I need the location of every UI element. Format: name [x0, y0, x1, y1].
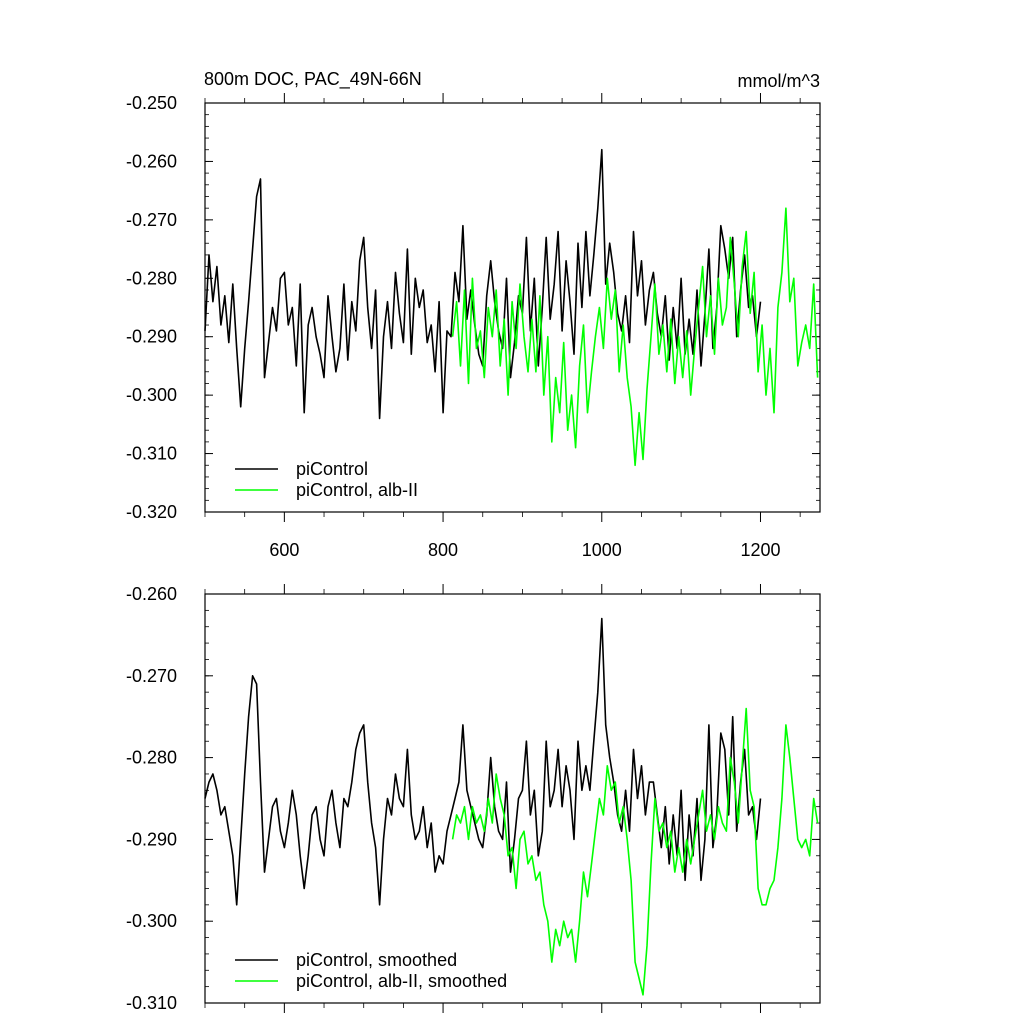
y-tick-label: -0.270: [126, 666, 177, 686]
y-tick-label: -0.300: [126, 385, 177, 405]
series-line-1: [451, 207, 819, 467]
axes-ticks: -0.250 -0.260 -0.270 -0.280 -0.290 -0.300 -0.3…: [126, 93, 820, 560]
chart-title: 800m DOC, PAC_49N-66N: [204, 69, 422, 90]
y-tick-label: -0.270: [126, 210, 177, 230]
legend-label-0: piControl: [296, 459, 368, 479]
x-tick-label: 800: [428, 540, 458, 560]
series-layer: [204, 617, 819, 996]
y-tick-label: -0.290: [126, 829, 177, 849]
plot-frame: [204, 593, 821, 1004]
top-panel: 800m DOC, PAC_49N-66N mmol/m^3 -0.250-0.…: [126, 69, 821, 560]
plot-frame: [204, 102, 821, 513]
legend-label-0: piControl, smoothed: [296, 950, 457, 970]
legend-label-1: piControl, alb-II, smoothed: [296, 971, 507, 991]
x-tick-label: 1200: [740, 540, 780, 560]
x-tick-label: 600: [269, 540, 299, 560]
y-tick-label: -0.280: [126, 268, 177, 288]
y-tick-label: -0.280: [126, 748, 177, 768]
series-layer: [204, 148, 819, 467]
y-tick-label: -0.260: [126, 584, 177, 604]
y-tick-label: -0.300: [126, 911, 177, 931]
units-label: mmol/m^3: [738, 71, 820, 91]
y-tick-label: -0.310: [126, 444, 177, 464]
y-tick-label: -0.290: [126, 327, 177, 347]
legend-label-1: piControl, alb-II: [296, 480, 418, 500]
y-tick-label: -0.310: [126, 993, 177, 1013]
axes-ticks: -0.260 -0.270 -0.280 -0.290 -0.300 -0.310: [126, 584, 820, 1013]
y-tick-label: -0.250: [126, 93, 177, 113]
series-line-1: [451, 707, 819, 996]
bottom-panel: -0.260 -0.270 -0.280 -0.290 -0.300 -0.310 piC…: [126, 584, 821, 1013]
y-tick-label: -0.320: [126, 502, 177, 522]
y-tick-label: -0.260: [126, 151, 177, 171]
x-tick-label: 1000: [582, 540, 622, 560]
series-line-0: [204, 148, 762, 420]
